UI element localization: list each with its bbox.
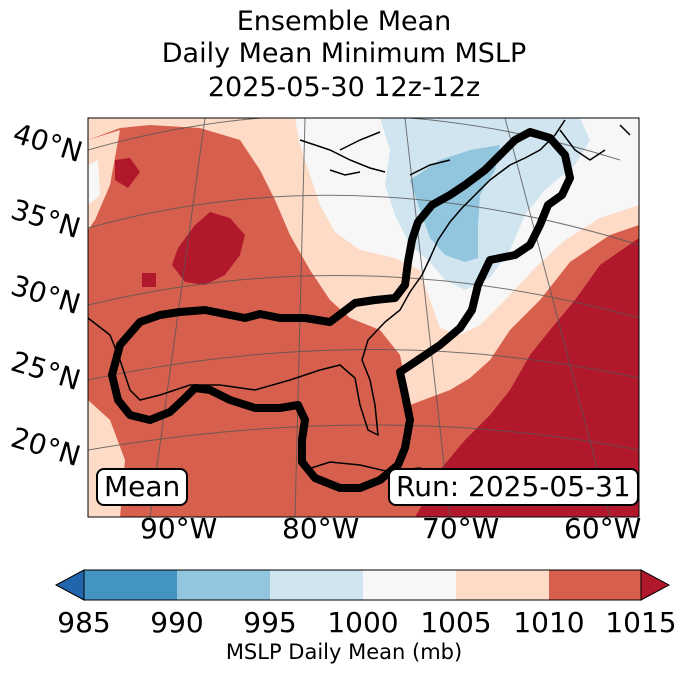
- colorbar-segment-985-990: [84, 570, 177, 600]
- field-1015-patch-1: [172, 212, 245, 285]
- colorbar-tick-1010: 1010: [513, 606, 585, 639]
- colorbar-tick-1000: 1000: [327, 606, 399, 639]
- colorbar: [54, 569, 671, 601]
- field-995-1000: [380, 118, 590, 290]
- lon-label-70w: 70°W: [422, 512, 500, 545]
- mean-label-box: Mean: [96, 468, 189, 506]
- colorbar-tick-985: 985: [57, 606, 111, 639]
- title-line-1: Ensemble Mean: [236, 6, 452, 37]
- field-1015-patch-2: [115, 158, 140, 188]
- colorbar-tick-1015: 1015: [605, 606, 677, 639]
- lon-label-80w: 80°W: [282, 512, 360, 545]
- title-line-2: Daily Mean Minimum MSLP: [161, 38, 527, 69]
- colorbar-extend-high: [640, 569, 671, 601]
- map-frame: [87, 117, 640, 518]
- lon-label-90w: 90°W: [140, 512, 218, 545]
- title-line-3: 2025-05-30 12z-12z: [207, 72, 481, 103]
- colorbar-label: MSLP Daily Mean (mb): [225, 640, 463, 664]
- field-1000-1005-west: [88, 160, 100, 205]
- graticule: [88, 118, 639, 517]
- colorbar-segment-1010-1015: [549, 570, 641, 600]
- colorbar-segment-995-1000: [270, 570, 363, 600]
- lon-label-60w: 60°W: [564, 512, 642, 545]
- colorbar-segment-1000-1005: [363, 570, 456, 600]
- colorbar-segment-990-995: [177, 570, 270, 600]
- field-1015-patch-3: [142, 273, 156, 287]
- colorbar-frame: [83, 569, 642, 601]
- field-1005-1010-west: [88, 130, 120, 230]
- colorbar-extend-low: [54, 569, 85, 601]
- field-1015-east: [415, 238, 639, 517]
- colorbar-tick-995: 995: [243, 606, 297, 639]
- contour-outline: [108, 128, 574, 492]
- run-date-box: Run: 2025-05-31: [388, 468, 639, 506]
- colorbar-tick-1005: 1005: [420, 606, 492, 639]
- colorbar-segment-1005-1010: [456, 570, 549, 600]
- colorbar-tick-990: 990: [150, 606, 204, 639]
